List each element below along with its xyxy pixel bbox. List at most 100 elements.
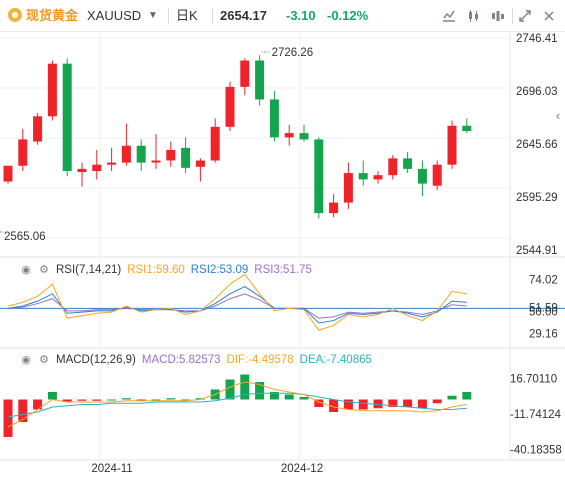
kline-icon[interactable]	[464, 6, 484, 26]
toolbar: 现货黄金 XAUUSD ▼ 日K 2654.17 -3.10 -0.12%	[0, 0, 565, 32]
macd-bar	[462, 392, 472, 400]
candle	[195, 160, 205, 167]
dea-value: DEA:-7.40865	[299, 354, 372, 366]
divider	[212, 8, 213, 24]
candle	[62, 63, 72, 171]
macd-bar	[284, 394, 294, 400]
rsi1-line	[7, 273, 467, 331]
macd-bar	[225, 379, 235, 400]
candle	[314, 139, 324, 214]
candle	[18, 139, 28, 166]
macd-bar	[121, 398, 131, 400]
macd-bar	[388, 399, 398, 407]
candle	[33, 116, 43, 142]
candle	[47, 63, 57, 117]
compare-icon[interactable]	[488, 6, 508, 26]
candle	[284, 133, 294, 138]
macd-bar	[77, 399, 87, 401]
candle	[181, 147, 191, 168]
candle	[77, 168, 87, 173]
price-axis-label: 2746.41	[516, 33, 558, 45]
candle	[343, 173, 353, 203]
eye-icon[interactable]: ◉	[21, 354, 31, 366]
macd-bar	[195, 398, 205, 400]
time-axis-label: 2024-12	[281, 463, 323, 475]
candle	[3, 165, 13, 182]
macd-label: MACD(12,26,9)	[56, 354, 136, 366]
macd-bar	[33, 399, 43, 410]
candle	[240, 60, 250, 87]
macd-axis-label: 16.70110	[510, 374, 557, 386]
price-axis-label: 2544.91	[516, 245, 558, 257]
indicator-icon[interactable]	[439, 6, 459, 26]
rsi-axis-label: 74.02	[529, 274, 558, 286]
price-change: -3.10	[286, 8, 316, 23]
macd-bar	[417, 399, 427, 409]
close-icon[interactable]	[539, 6, 559, 26]
macd-bar	[92, 399, 102, 401]
divider	[512, 8, 513, 24]
dea-line	[7, 392, 467, 418]
candle	[92, 164, 102, 171]
last-price: 2654.17	[220, 8, 267, 23]
dif-line	[7, 381, 467, 428]
candle	[358, 173, 368, 180]
chevron-left-icon[interactable]: ‹	[555, 108, 561, 123]
macd-bar	[403, 399, 413, 407]
settings-icon[interactable]: ⚙	[39, 264, 49, 276]
candle	[403, 158, 413, 169]
macd-bar	[447, 395, 457, 400]
divider	[168, 8, 169, 24]
macd-bar	[358, 399, 368, 410]
macd-bar	[432, 399, 442, 404]
rsi3-line	[7, 293, 467, 319]
price-axis-label: 2696.03	[516, 86, 558, 98]
candle	[166, 149, 176, 161]
candle	[417, 168, 427, 184]
candle	[329, 202, 339, 214]
rsi-axis-label: 50.00	[529, 306, 558, 318]
period-selector[interactable]: 日K	[176, 8, 198, 23]
macd-bar	[3, 399, 13, 437]
candle	[136, 145, 146, 163]
macd-bar	[329, 399, 339, 412]
time-axis-label: 2024-11	[91, 463, 132, 475]
candle	[210, 126, 220, 161]
rsi-axis-label: 29.16	[529, 329, 558, 341]
macd-bar	[136, 399, 146, 401]
macd-bar	[314, 399, 324, 407]
candle	[447, 125, 457, 165]
candle	[462, 125, 472, 132]
rsi2-line	[7, 285, 467, 324]
low-marker-label: 2565.06	[4, 231, 46, 243]
candle	[388, 158, 398, 176]
macd-bar	[166, 398, 176, 400]
macd-bar	[181, 399, 191, 401]
kline-chart[interactable]: 2746.41 2696.03 2645.66 2595.29 2544.91 2726.…	[0, 32, 565, 482]
macd-axis-label: -40.18358	[510, 445, 562, 457]
chevron-down-icon[interactable]: ▼	[148, 10, 158, 21]
candle	[269, 99, 279, 138]
macd-value: MACD:5.82573	[141, 354, 221, 366]
macd-bar	[255, 382, 265, 400]
candle	[225, 86, 235, 127]
macd-bar	[151, 399, 161, 401]
rsi-label: RSI(7,14,21)	[56, 264, 122, 276]
macd-bar	[18, 399, 28, 422]
rsi3-value: RSI3:51.75	[254, 264, 312, 276]
high-marker-label: 2726.26	[272, 47, 314, 59]
symbol-code[interactable]: XAUUSD	[87, 8, 142, 23]
rsi2-value: RSI2:53.09	[190, 264, 249, 276]
candle	[121, 145, 131, 163]
macd-bar	[107, 399, 117, 401]
fullscreen-icon[interactable]	[515, 6, 535, 26]
settings-icon[interactable]: ⚙	[39, 354, 49, 366]
symbol-name[interactable]: 现货黄金	[8, 7, 78, 25]
candle	[151, 160, 161, 163]
gold-logo-icon	[8, 8, 22, 22]
candle	[432, 164, 442, 186]
rsi-axis-label: 51.59	[529, 302, 558, 314]
macd-bar	[47, 392, 57, 400]
eye-icon[interactable]: ◉	[21, 264, 31, 276]
macd-bar	[343, 399, 353, 410]
